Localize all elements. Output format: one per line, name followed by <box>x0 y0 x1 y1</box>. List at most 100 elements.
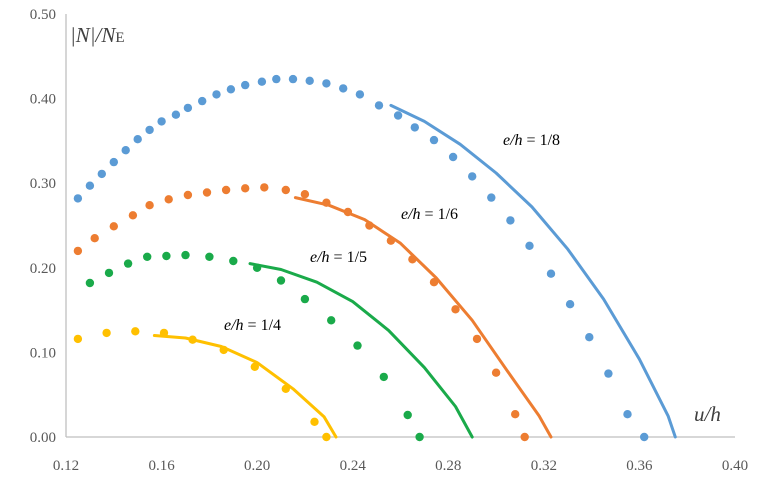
series-label-1-4: e/h = 1/4 <box>224 317 281 334</box>
data-point <box>410 123 419 132</box>
data-point <box>131 327 140 336</box>
data-point <box>250 362 259 371</box>
data-point <box>102 328 111 338</box>
data-point <box>241 184 250 193</box>
data-point <box>183 103 193 113</box>
series-curve <box>293 196 553 439</box>
data-point <box>327 316 336 325</box>
data-point <box>145 201 154 210</box>
data-point <box>133 135 142 144</box>
data-point <box>198 96 207 106</box>
y-tick-label: 0.40 <box>30 92 56 108</box>
series-curves <box>152 103 677 439</box>
data-point <box>353 341 362 350</box>
data-point <box>143 252 152 261</box>
x-tick-label: 0.32 <box>531 458 557 474</box>
data-point <box>97 169 107 179</box>
y-tick-labels: 0.00 0.10 0.20 0.30 0.40 0.50 <box>30 7 56 446</box>
data-point <box>506 216 515 225</box>
data-point <box>310 417 319 426</box>
data-point <box>73 194 83 203</box>
axes <box>65 14 735 438</box>
data-point <box>252 263 262 272</box>
data-point <box>241 80 250 90</box>
data-point <box>257 77 267 86</box>
data-point <box>415 432 424 442</box>
data-point <box>90 234 99 243</box>
data-point <box>322 79 331 88</box>
data-point <box>491 368 501 377</box>
data-point <box>85 278 95 288</box>
data-point <box>511 410 520 419</box>
data-point <box>73 334 83 344</box>
x-axis-label: u/h <box>694 402 721 426</box>
data-point <box>159 328 169 338</box>
series-points <box>73 74 649 442</box>
data-point <box>386 236 396 245</box>
data-point <box>525 241 534 250</box>
y-tick-label: 0.00 <box>30 430 56 446</box>
data-point <box>448 152 458 162</box>
x-tick-label: 0.40 <box>722 458 748 474</box>
data-point <box>374 101 384 110</box>
x-tick-label: 0.16 <box>148 458 175 474</box>
data-point <box>157 117 166 126</box>
data-point <box>546 269 556 278</box>
y-tick-label: 0.20 <box>30 261 56 277</box>
data-point <box>403 410 412 420</box>
data-point <box>520 432 529 442</box>
data-point <box>288 74 298 84</box>
data-point <box>109 157 119 167</box>
y-axis-label: |N|/NE <box>70 23 125 47</box>
data-point <box>164 195 173 204</box>
data-point <box>365 221 374 230</box>
data-point <box>640 432 649 442</box>
data-point <box>393 111 403 120</box>
series-label-1-5: e/h = 1/5 <box>310 249 367 266</box>
data-point <box>226 85 236 94</box>
data-point <box>451 305 460 314</box>
data-point <box>623 410 632 419</box>
data-point <box>202 188 212 197</box>
data-point <box>339 84 348 93</box>
data-point <box>73 246 83 256</box>
data-point <box>487 193 496 202</box>
data-point <box>355 90 365 99</box>
data-point <box>604 369 613 378</box>
data-point <box>128 211 138 220</box>
data-point <box>300 294 310 304</box>
data-point <box>565 300 575 309</box>
data-point <box>300 190 310 199</box>
data-point <box>229 256 238 266</box>
data-point <box>408 255 417 264</box>
data-point <box>272 74 281 84</box>
data-point <box>221 185 231 195</box>
data-point <box>219 345 228 355</box>
data-point <box>322 198 331 207</box>
data-point <box>468 172 477 181</box>
data-point <box>145 125 154 135</box>
x-tick-label: 0.12 <box>53 458 79 474</box>
series-curve <box>389 103 677 439</box>
data-point <box>260 183 269 192</box>
data-point <box>429 135 439 145</box>
data-point <box>121 146 130 155</box>
x-tick-label: 0.36 <box>626 458 653 474</box>
data-point <box>585 333 594 342</box>
y-tick-label: 0.50 <box>30 7 56 23</box>
x-tick-label: 0.20 <box>244 458 270 474</box>
data-point <box>162 251 171 261</box>
data-point <box>322 432 331 442</box>
data-point <box>123 259 133 268</box>
x-tick-label: 0.24 <box>340 458 367 474</box>
y-tick-label: 0.10 <box>30 345 56 361</box>
data-point <box>205 252 214 261</box>
data-point <box>109 222 119 231</box>
data-point <box>305 76 314 86</box>
x-tick-labels: 0.12 0.16 0.20 0.24 0.28 0.32 0.36 0.40 <box>53 458 748 474</box>
data-point <box>212 90 221 99</box>
data-point <box>281 384 290 393</box>
data-point <box>171 110 181 119</box>
series-curve <box>152 334 338 439</box>
